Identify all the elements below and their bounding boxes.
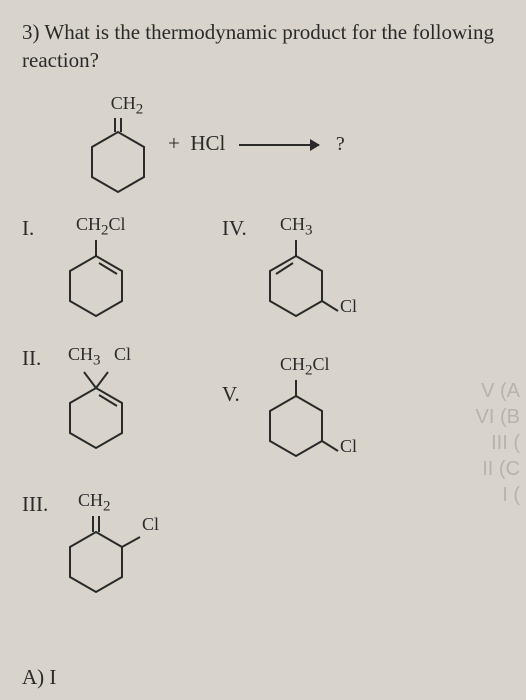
reagent-ring-icon <box>82 116 154 194</box>
option-III: III. CH2 Cl <box>22 490 170 596</box>
reaction-arrow-icon <box>239 144 319 146</box>
option-V-ch2cl: CH <box>280 354 305 374</box>
option-IV-cl: Cl <box>340 296 357 317</box>
option-I-label: I. <box>22 214 60 241</box>
ghost-line-3: III ( <box>491 432 520 455</box>
option-IV-label: IV. <box>222 214 260 241</box>
option-V-cl: Cl <box>340 436 357 457</box>
question-body: What is the thermodynamic product for th… <box>22 20 494 72</box>
answer-A: A) I <box>22 665 56 690</box>
option-II: II. CH3 Cl <box>22 344 140 450</box>
question-number: 3) <box>22 20 40 44</box>
option-II-cl: Cl <box>114 344 131 364</box>
option-IV-ch3-sub: 3 <box>305 223 313 239</box>
option-V: V. CH2Cl Cl <box>222 354 360 464</box>
product-placeholder: ? <box>336 133 345 155</box>
option-V-label: V. <box>222 354 260 407</box>
question-text: 3) What is the thermodynamic product for… <box>22 18 504 75</box>
option-I-sub-tail: Cl <box>109 214 126 234</box>
option-II-ch3-sub: 3 <box>93 353 101 369</box>
reagent-ch2-label: CH <box>111 93 136 113</box>
ghost-line-5: I ( <box>502 484 520 507</box>
option-I: I. CH2Cl <box>22 214 134 318</box>
reaction-row: CH2 + HCl ? <box>82 93 504 195</box>
option-I-ring-icon <box>60 238 134 318</box>
option-II-ring-icon <box>60 368 140 450</box>
option-II-ch3: CH <box>68 344 93 364</box>
hcl-label: HCl <box>190 131 225 155</box>
reagent-ch2-sub: 2 <box>136 101 144 117</box>
plus-hcl: + HCl ? <box>168 131 345 156</box>
option-III-ch2: CH <box>78 490 103 510</box>
options-area: I. CH2Cl IV. CH3 <box>22 214 504 644</box>
ghost-line-1: V (A <box>481 380 520 403</box>
option-IV-ch3: CH <box>280 214 305 234</box>
option-III-cl: Cl <box>142 514 159 535</box>
ghost-line-2: VI (B <box>476 406 520 429</box>
option-I-sub-sub: 2 <box>101 223 109 239</box>
option-II-label: II. <box>22 344 60 371</box>
option-V-ch2cl-sub: 2 <box>305 363 313 379</box>
option-III-ch2-sub: 2 <box>103 499 111 515</box>
plus-sign: + <box>168 131 180 155</box>
option-I-sub: CH <box>76 214 101 234</box>
option-IV: IV. CH3 Cl <box>222 214 360 324</box>
reagent-structure: CH2 <box>82 93 154 195</box>
ghost-line-4: II (C <box>482 458 520 481</box>
option-V-ch2cl-tail: Cl <box>313 354 330 374</box>
option-III-label: III. <box>22 490 60 517</box>
